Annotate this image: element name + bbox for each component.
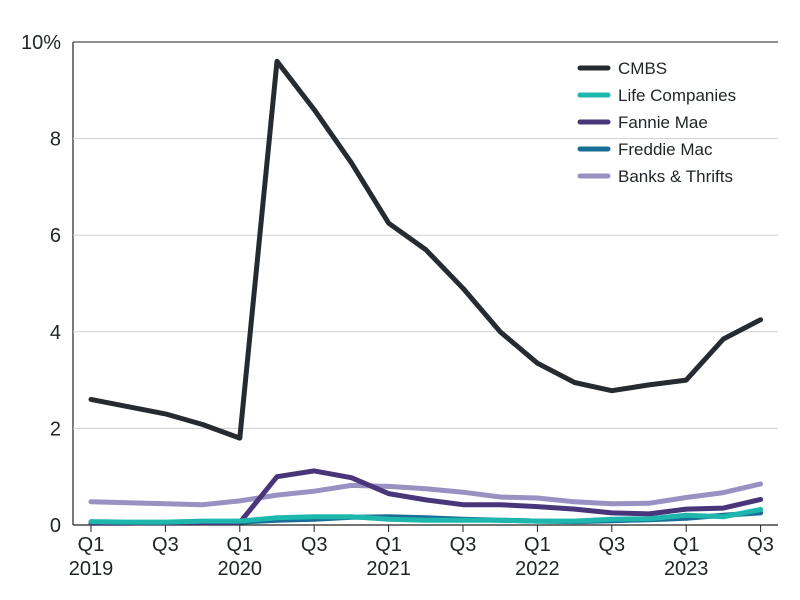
x-tick-label-quarter: Q3 <box>301 534 328 556</box>
x-tick-label-quarter: Q3 <box>747 534 774 556</box>
gridlines <box>72 41 778 525</box>
series-line-cmbs <box>88 58 764 441</box>
legend: CMBS Life Companies Fannie Mae Freddie Mac B… <box>577 59 736 186</box>
x-tick-label-quarter: Q3 <box>598 534 625 556</box>
x-tick-label-year: 2023 <box>664 558 709 580</box>
legend-label: CMBS <box>618 59 667 78</box>
y-tick-label: 6 <box>50 225 61 247</box>
y-tick-label: 4 <box>50 322 61 344</box>
legend-label: Life Companies <box>618 86 736 105</box>
x-tick-label-quarter: Q1 <box>226 534 253 556</box>
legend-label: Banks & Thrifts <box>618 167 733 186</box>
x-tick-label-year: 2022 <box>515 558 560 580</box>
series-lines <box>88 58 764 526</box>
x-tick-label-year: 2020 <box>218 558 263 580</box>
legend-label: Freddie Mac <box>618 140 713 159</box>
x-tick-label-quarter: Q1 <box>673 534 700 556</box>
y-tick-label: 8 <box>50 129 61 151</box>
x-tick-label-quarter: Q1 <box>78 534 105 556</box>
y-tick-label: 10% <box>21 32 61 54</box>
y-tick-label: 2 <box>50 418 61 440</box>
x-tick-label-quarter: Q1 <box>375 534 402 556</box>
series-line-life-companies <box>88 507 764 525</box>
y-axis-tick-labels: 0 2 4 6 8 10% <box>21 32 61 537</box>
series-line-banks-thrifts <box>88 481 764 508</box>
x-tick-label-quarter: Q1 <box>524 534 551 556</box>
x-tick-label-year: 2019 <box>69 558 114 580</box>
x-tick-label-quarter: Q3 <box>450 534 477 556</box>
x-tick-label-year: 2021 <box>366 558 411 580</box>
x-tick-label-quarter: Q3 <box>152 534 179 556</box>
y-tick-label: 0 <box>50 515 61 537</box>
legend-label: Fannie Mae <box>618 113 708 132</box>
